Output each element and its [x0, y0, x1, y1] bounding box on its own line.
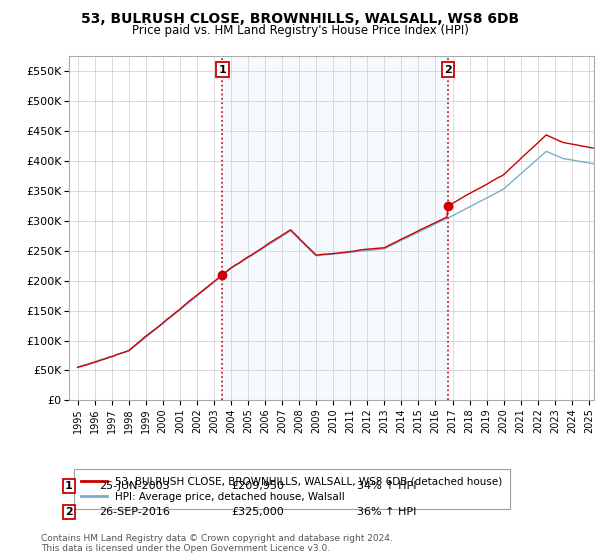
Text: This data is licensed under the Open Government Licence v3.0.: This data is licensed under the Open Gov… [41, 544, 330, 553]
Text: 53, BULRUSH CLOSE, BROWNHILLS, WALSALL, WS8 6DB: 53, BULRUSH CLOSE, BROWNHILLS, WALSALL, … [81, 12, 519, 26]
Text: 2: 2 [445, 64, 452, 74]
Text: 25-JUN-2003: 25-JUN-2003 [99, 480, 170, 491]
Text: 1: 1 [65, 480, 73, 491]
Text: £209,950: £209,950 [231, 480, 284, 491]
Text: £325,000: £325,000 [231, 507, 284, 517]
Text: 1: 1 [218, 64, 226, 74]
Text: 36% ↑ HPI: 36% ↑ HPI [357, 507, 416, 517]
Text: 34% ↑ HPI: 34% ↑ HPI [357, 480, 416, 491]
Text: Contains HM Land Registry data © Crown copyright and database right 2024.: Contains HM Land Registry data © Crown c… [41, 534, 392, 543]
Text: Price paid vs. HM Land Registry's House Price Index (HPI): Price paid vs. HM Land Registry's House … [131, 24, 469, 36]
Bar [223, 56, 448, 400]
Text: 2: 2 [65, 507, 73, 517]
Text: 26-SEP-2016: 26-SEP-2016 [99, 507, 170, 517]
Legend: 53, BULRUSH CLOSE, BROWNHILLS, WALSALL, WS8 6DB (detached house), HPI: Average p: 53, BULRUSH CLOSE, BROWNHILLS, WALSALL, … [74, 469, 510, 509]
